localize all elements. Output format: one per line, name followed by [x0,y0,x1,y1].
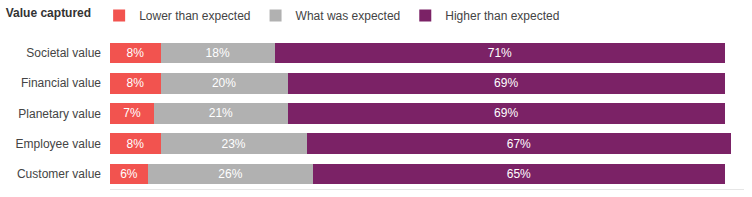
svg-text:Higher than expected: Higher than expected [445,9,559,23]
svg-text:8%: 8% [127,137,145,151]
svg-text:21%: 21% [209,106,233,120]
svg-text:69%: 69% [494,76,518,90]
svg-text:23%: 23% [221,137,245,151]
svg-text:Value captured: Value captured [6,6,91,20]
svg-text:Planetary value: Planetary value [18,107,101,121]
svg-text:18%: 18% [206,46,230,60]
svg-text:8%: 8% [127,76,145,90]
svg-text:69%: 69% [494,106,518,120]
svg-text:20%: 20% [212,76,236,90]
svg-text:Societal value: Societal value [26,46,101,60]
svg-text:65%: 65% [507,167,531,181]
svg-text:Financial value: Financial value [21,76,101,90]
svg-text:What was expected: What was expected [296,9,401,23]
svg-text:Lower than expected: Lower than expected [139,9,250,23]
svg-text:7%: 7% [123,106,141,120]
svg-text:Employee value: Employee value [16,137,102,151]
svg-text:6%: 6% [120,167,138,181]
svg-text:8%: 8% [127,46,145,60]
svg-text:71%: 71% [488,46,512,60]
svg-text:67%: 67% [507,137,531,151]
svg-text:26%: 26% [218,167,242,181]
svg-text:Customer value: Customer value [17,167,101,181]
